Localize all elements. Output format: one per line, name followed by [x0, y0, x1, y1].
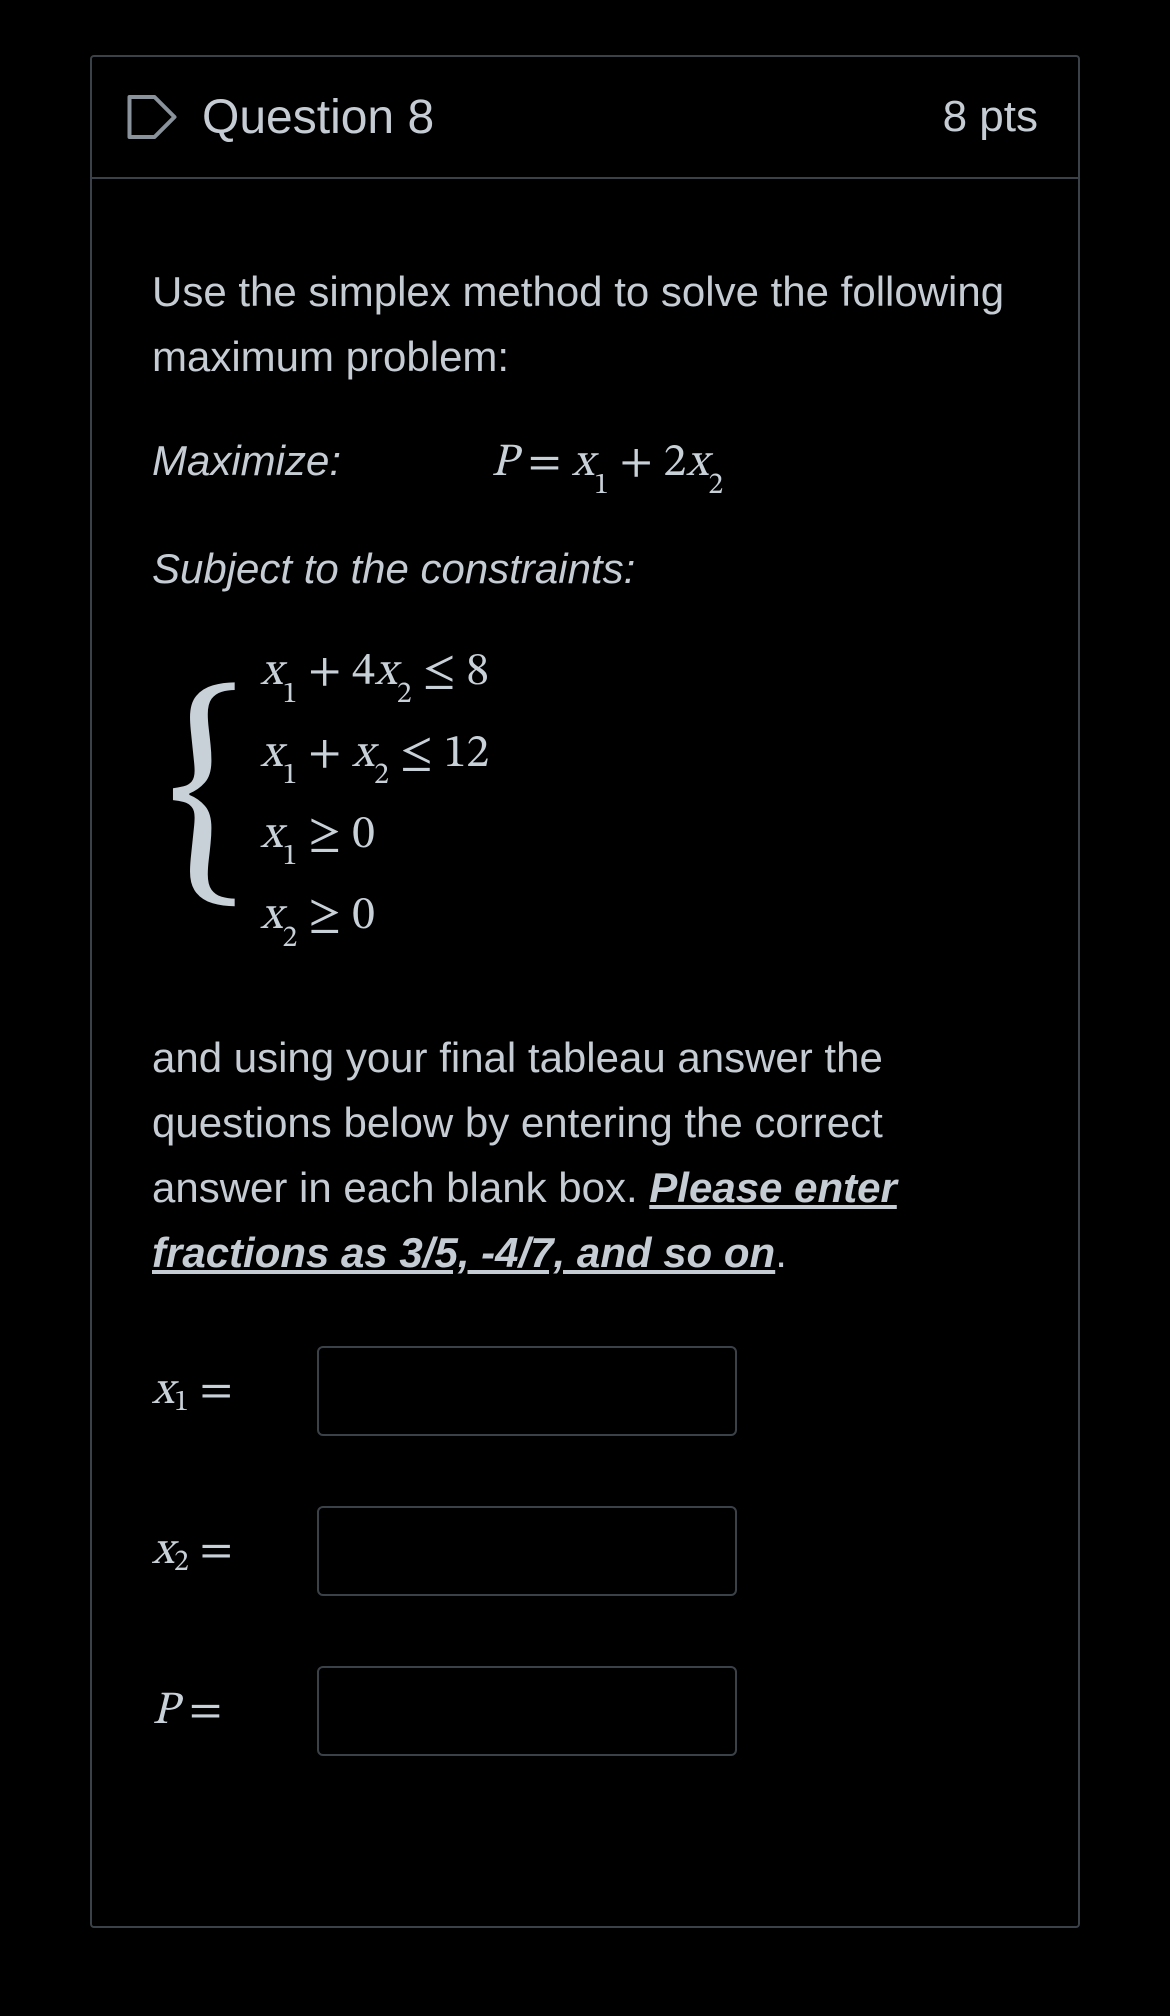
constraints-list: x1 + 4x2 ≤ 8 x1 + x2 ≤ 12 x1 ≥ 0 x2 ≥ 0 [260, 623, 489, 970]
question-header: Question 8 8 pts [92, 57, 1078, 179]
tag-icon [122, 87, 182, 147]
answer-row-x2: x2 = [152, 1506, 1018, 1596]
objective-function: P = x1 + 2x2 [491, 434, 723, 497]
answer-input-p[interactable] [317, 1666, 737, 1756]
answer-row-p: P = [152, 1666, 1018, 1756]
answer-label-p: P = [152, 1682, 317, 1740]
intro-text: Use the simplex method to solve the foll… [152, 259, 1018, 389]
header-left: Question 8 [122, 87, 434, 147]
constraint-2: x1 + x2 ≤ 12 [260, 725, 489, 788]
answer-row-x1: x1 = [152, 1346, 1018, 1436]
constraint-3: x1 ≥ 0 [260, 806, 489, 869]
constraints-label: Subject to the constraints: [152, 545, 1018, 593]
instructions-post: . [775, 1229, 787, 1276]
answer-input-x2[interactable] [317, 1506, 737, 1596]
instructions-text: and using your final tableau answer the … [152, 1025, 1018, 1285]
answer-label-x2: x2 = [152, 1522, 317, 1580]
question-card: Question 8 8 pts Use the simplex method … [90, 55, 1080, 1928]
question-body: Use the simplex method to solve the foll… [92, 179, 1078, 1926]
question-points: 8 pts [943, 92, 1038, 142]
constraint-1: x1 + 4x2 ≤ 8 [260, 643, 489, 706]
question-title: Question 8 [202, 90, 434, 145]
left-brace: { [167, 623, 245, 970]
maximize-label: Maximize: [152, 437, 341, 485]
maximize-row: Maximize: P = x1 + 2x2 [152, 434, 1018, 497]
answer-input-x1[interactable] [317, 1346, 737, 1436]
constraint-4: x2 ≥ 0 [260, 887, 489, 950]
answer-label-x1: x1 = [152, 1362, 317, 1420]
constraints-block: { x1 + 4x2 ≤ 8 x1 + x2 ≤ 12 x1 ≥ 0 x2 ≥ … [152, 623, 1018, 970]
